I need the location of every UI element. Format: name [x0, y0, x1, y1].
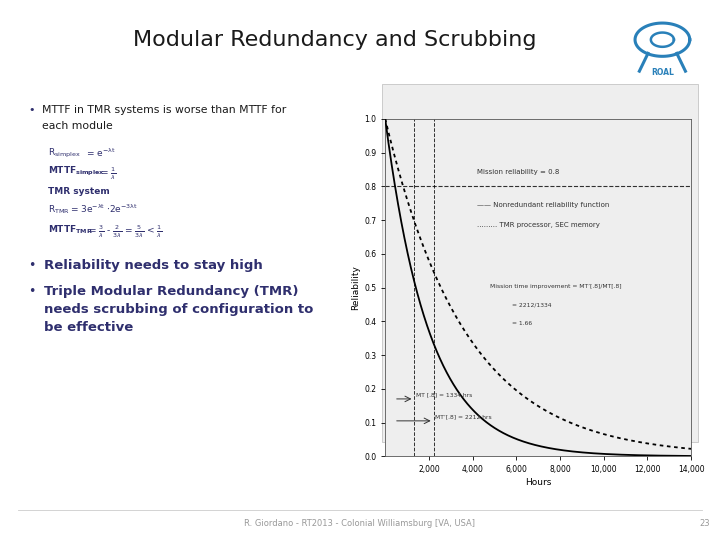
Text: ......... TMR processor, SEC memory: ......... TMR processor, SEC memory — [477, 222, 600, 228]
Text: Mission time improvement = MT’[.8]/MT[.8]: Mission time improvement = MT’[.8]/MT[.8… — [490, 284, 622, 288]
Text: = e$^{\mathregular{-\lambda t}}$: = e$^{\mathregular{-\lambda t}}$ — [86, 147, 115, 159]
Text: Mission reliability = 0.8: Mission reliability = 0.8 — [477, 170, 559, 176]
FancyBboxPatch shape — [382, 84, 698, 442]
Text: Triple Modular Redundancy (TMR): Triple Modular Redundancy (TMR) — [44, 285, 299, 298]
Y-axis label: Reliability: Reliability — [351, 265, 360, 310]
Text: •: • — [28, 105, 35, 115]
Text: be effective: be effective — [44, 321, 133, 334]
X-axis label: Hours: Hours — [525, 478, 552, 488]
Text: MT’[.8] = 2212 hrs: MT’[.8] = 2212 hrs — [435, 414, 492, 419]
Text: = 3e$^{\mathregular{-\lambda t}}$ $\cdot$2e$^{\mathregular{-3\lambda t}}$: = 3e$^{\mathregular{-\lambda t}}$ $\cdot… — [70, 203, 138, 215]
Text: MTTF$_{\mathregular{simplex}}$: MTTF$_{\mathregular{simplex}}$ — [48, 165, 105, 178]
Text: = 1.66: = 1.66 — [512, 321, 532, 326]
Text: Modular Redundancy and Scrubbing: Modular Redundancy and Scrubbing — [133, 30, 536, 50]
Text: Reliability needs to stay high: Reliability needs to stay high — [44, 259, 263, 272]
Text: = $\frac{3}{\lambda}$ - $\frac{2}{3\lambda}$ = $\frac{5}{3\lambda}$ < $\frac{1}{: = $\frac{3}{\lambda}$ - $\frac{2}{3\lamb… — [88, 223, 163, 240]
Text: R$_{\mathregular{TMR}}$: R$_{\mathregular{TMR}}$ — [48, 203, 70, 215]
Text: MTTF in TMR systems is worse than MTTF for: MTTF in TMR systems is worse than MTTF f… — [42, 105, 287, 115]
Text: MT [.8] = 1334 hrs: MT [.8] = 1334 hrs — [415, 392, 472, 397]
Text: ROAL: ROAL — [651, 68, 674, 77]
Text: TMR system: TMR system — [48, 187, 109, 196]
Text: needs scrubbing of configuration to: needs scrubbing of configuration to — [44, 303, 313, 316]
Text: •: • — [28, 285, 35, 298]
Text: = $\frac{1}{\lambda}$: = $\frac{1}{\lambda}$ — [100, 165, 117, 181]
Text: —— Nonredundant reliability function: —— Nonredundant reliability function — [477, 201, 609, 207]
Text: each module: each module — [42, 121, 113, 131]
Text: R. Giordano - RT2013 - Colonial Williamsburg [VA, USA]: R. Giordano - RT2013 - Colonial Williams… — [245, 519, 475, 529]
Text: = 2212/1334: = 2212/1334 — [512, 302, 552, 307]
Text: MTTF$_{\mathregular{TMR}}$: MTTF$_{\mathregular{TMR}}$ — [48, 223, 93, 235]
Text: 23: 23 — [699, 519, 710, 529]
Text: •: • — [28, 259, 35, 272]
Text: R$_{\mathregular{simplex}}$: R$_{\mathregular{simplex}}$ — [48, 147, 81, 160]
